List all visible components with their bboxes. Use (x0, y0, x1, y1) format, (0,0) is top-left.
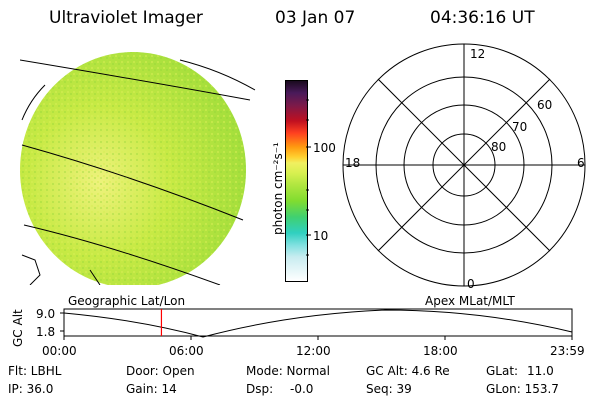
lat-label-70: 70 (512, 120, 528, 134)
lat-label-80: 80 (491, 140, 507, 154)
geographic-map-label: Geographic Lat/Lon (68, 294, 186, 308)
timeline-frame (63, 308, 573, 337)
ip-info: IP: 36.0 (8, 382, 54, 396)
mlt-label-12: 12 (470, 47, 486, 61)
dsp-info: Dsp: (246, 382, 274, 396)
door-info: Door: Open (126, 364, 195, 378)
meridian-diagonal-2 (377, 78, 551, 252)
gain-info: Gain: 14 (126, 382, 177, 396)
glat-info: GLat: (486, 364, 519, 378)
gc-alt-info: GC Alt: 4.6 Re (366, 364, 450, 378)
filter-info: Flt: LBHL (8, 364, 62, 378)
instrument-title: Ultraviolet Imager (49, 8, 203, 28)
mode-info: Mode: Normal (246, 364, 330, 378)
time-label: 04:36:16 UT (430, 8, 535, 28)
glat-value: 11.0 (527, 364, 554, 378)
colorbar-tick-10: 10 (313, 229, 329, 243)
mlt-label-18: 18 (345, 156, 361, 170)
glon-info: GLon: 153.7 (486, 382, 559, 396)
colorbar-tick-100: 100 (313, 141, 336, 155)
colorbar (285, 80, 308, 282)
timeline-ytick-high: 9.0 (36, 307, 56, 321)
altitude-curve (63, 309, 573, 338)
date-label: 03 Jan 07 (275, 8, 356, 28)
seq-info: Seq: 39 (366, 382, 412, 396)
timeline-xtick-0000: 00:00 (42, 344, 77, 358)
timeline-ytick-low: 1.8 (36, 325, 56, 339)
dsp-value: -0.0 (290, 382, 314, 396)
lat-label-60: 60 (537, 98, 553, 112)
mlt-label-6: 6 (577, 156, 585, 170)
apex-map-label: Apex MLat/MLT (425, 294, 515, 308)
timeline-xtick-0600: 06:00 (169, 344, 204, 358)
timeline-xtick-1200: 12:00 (296, 344, 331, 358)
mlt-label-0: 0 (467, 277, 475, 291)
timeline-xtick-1800: 18:00 (423, 344, 458, 358)
timeline-xtick-2359: 23:59 (550, 344, 585, 358)
